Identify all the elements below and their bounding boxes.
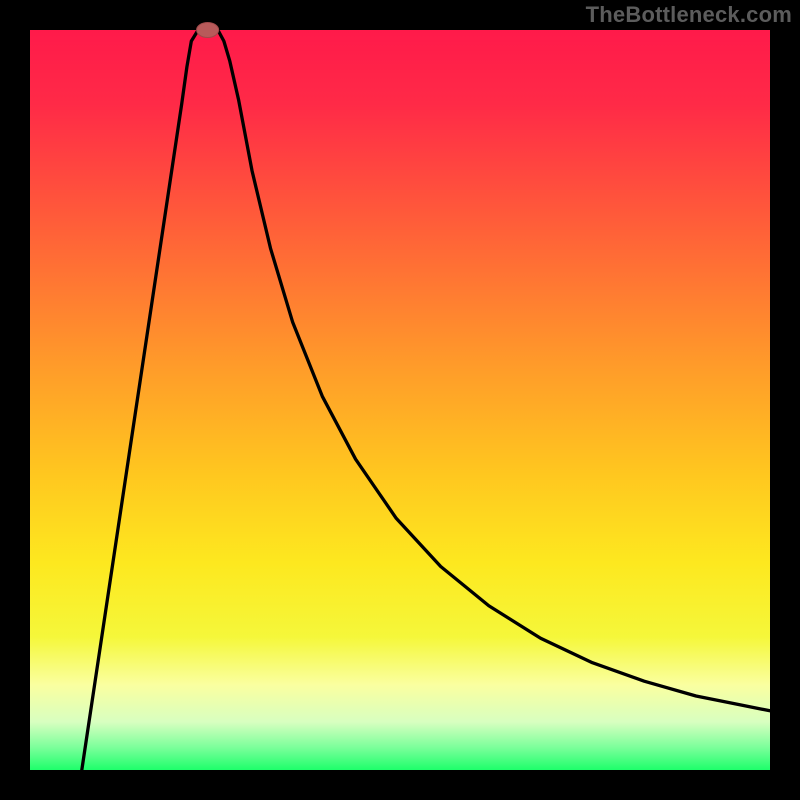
chart-plot-bg <box>30 30 770 770</box>
minimum-marker <box>197 23 219 38</box>
chart-svg <box>0 0 800 800</box>
bottleneck-chart: TheBottleneck.com <box>0 0 800 800</box>
